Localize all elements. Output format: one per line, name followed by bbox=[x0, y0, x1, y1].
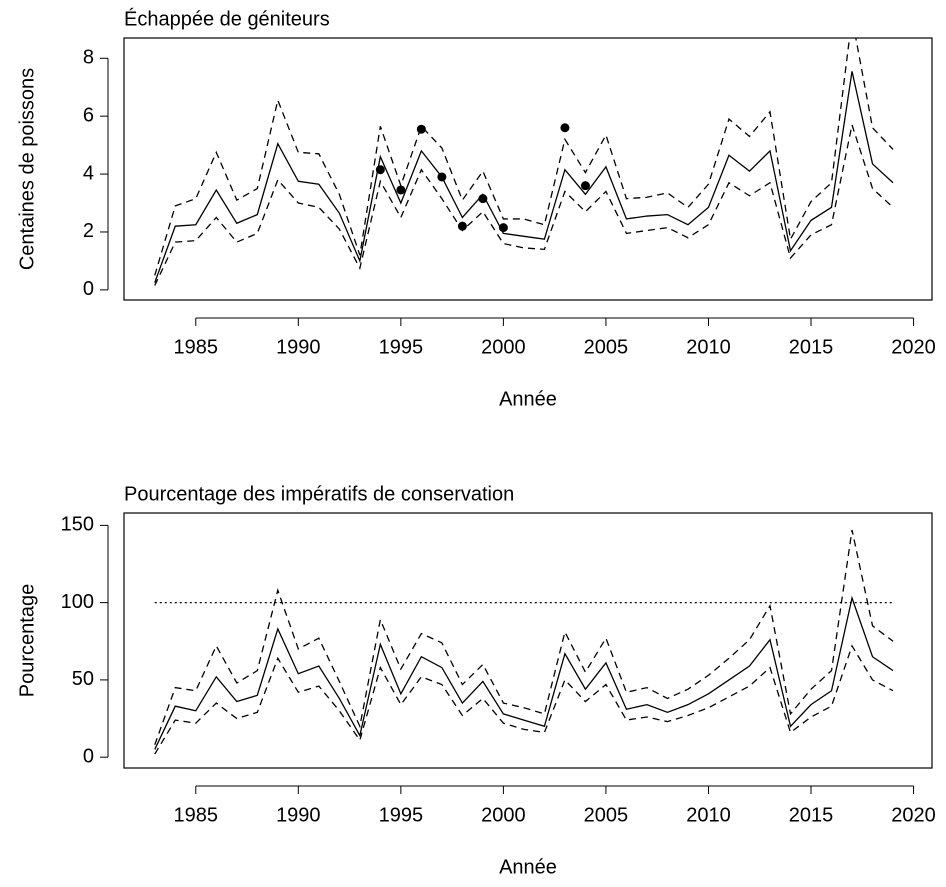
interval-line bbox=[154, 529, 894, 746]
y-axis-label: Pourcentage bbox=[16, 584, 38, 697]
x-tick-label: 1990 bbox=[276, 804, 321, 826]
x-tick-label: 1995 bbox=[379, 336, 424, 358]
y-axis-label: Centaines de poissons bbox=[16, 68, 38, 270]
x-tick-label: 2000 bbox=[481, 804, 526, 826]
x-tick-label: 1985 bbox=[174, 336, 219, 358]
y-tick-label: 150 bbox=[61, 514, 94, 536]
observed-point bbox=[498, 223, 508, 233]
y-tick-label: 8 bbox=[83, 47, 94, 69]
y-tick-label: 50 bbox=[72, 668, 94, 690]
plot-area bbox=[154, 529, 894, 755]
observed-point bbox=[457, 221, 467, 231]
x-tick-label: 1985 bbox=[174, 804, 219, 826]
x-tick-label: 2005 bbox=[584, 336, 629, 358]
y-tick-label: 6 bbox=[83, 104, 94, 126]
chart-title: Échappée de géniteurs bbox=[124, 7, 330, 30]
x-tick-label: 2005 bbox=[584, 804, 629, 826]
y-tick-label: 0 bbox=[83, 278, 94, 300]
x-axis-label: Année bbox=[499, 856, 557, 878]
x-tick-label: 2010 bbox=[686, 804, 731, 826]
observed-point bbox=[396, 185, 406, 195]
x-tick-label: 2020 bbox=[891, 336, 936, 358]
interval-line bbox=[154, 122, 894, 286]
x-tick-label: 2010 bbox=[686, 336, 731, 358]
chart-title: Pourcentage des impératifs de conservati… bbox=[124, 483, 514, 505]
x-tick-label: 2015 bbox=[789, 336, 834, 358]
plot-box bbox=[123, 512, 933, 769]
y-tick-label: 100 bbox=[61, 591, 94, 613]
plot-box bbox=[123, 37, 933, 301]
observed-point bbox=[416, 124, 426, 134]
observed-point bbox=[580, 181, 590, 191]
y-tick-label: 0 bbox=[83, 745, 94, 767]
x-tick-label: 1990 bbox=[276, 336, 321, 358]
x-tick-label: 2015 bbox=[789, 804, 834, 826]
interval-line bbox=[154, 644, 894, 755]
observed-point bbox=[560, 123, 570, 133]
x-axis-label: Année bbox=[499, 388, 557, 410]
y-tick-label: 2 bbox=[83, 220, 94, 242]
interval-line bbox=[154, 38, 894, 276]
x-tick-label: 2020 bbox=[891, 804, 936, 826]
observed-point bbox=[375, 165, 385, 175]
y-tick-label: 4 bbox=[83, 162, 94, 184]
plot-area bbox=[154, 38, 894, 286]
x-tick-label: 1995 bbox=[379, 804, 424, 826]
x-tick-label: 2000 bbox=[481, 336, 526, 358]
median-line bbox=[154, 71, 894, 283]
observed-point bbox=[478, 194, 488, 204]
observed-point bbox=[437, 172, 447, 182]
median-line bbox=[154, 595, 894, 750]
